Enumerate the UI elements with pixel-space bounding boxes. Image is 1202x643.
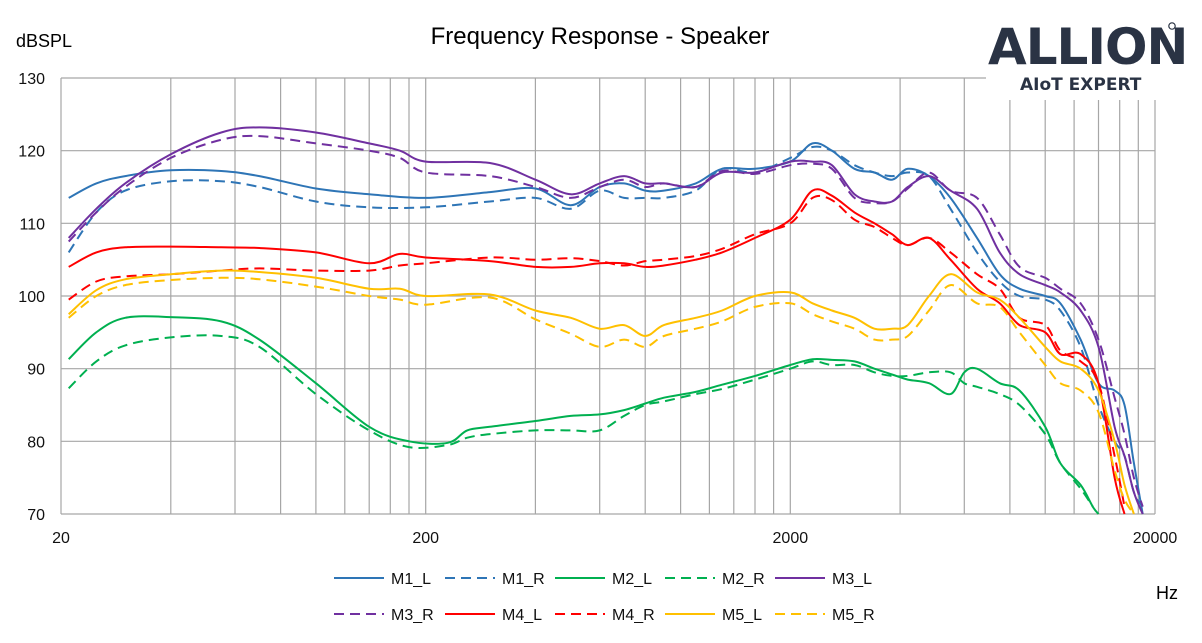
series-line-m2-r xyxy=(68,334,1094,508)
series-line-m4-l xyxy=(68,188,1126,515)
logo-tagline: AIoT EXPERT xyxy=(1020,75,1142,95)
legend-label-m1-r: M1_R xyxy=(502,571,545,588)
x-tick-label: 20 xyxy=(52,530,70,547)
x-tick-labels: 20 200 2000 20000 xyxy=(52,530,1177,547)
plot-series xyxy=(67,126,1144,515)
legend-label-m4-r: M4_R xyxy=(612,607,655,624)
y-tick-label: 90 xyxy=(27,362,45,379)
y-tick-label: 100 xyxy=(18,289,45,306)
series-line-m5-r xyxy=(68,276,1135,515)
x-tick-label: 2000 xyxy=(773,530,809,547)
logo-background xyxy=(986,8,1192,100)
series-line-m1-r xyxy=(67,145,1144,508)
y-tick-label: 120 xyxy=(18,144,45,161)
logo-wordmark: ALLION xyxy=(988,18,1187,76)
x-axis-label: Hz xyxy=(1156,583,1178,603)
series-line-m5-l xyxy=(68,269,1135,515)
y-axis-label: dBSPL xyxy=(16,31,72,51)
y-tick-label: 70 xyxy=(27,507,45,524)
legend-label-m3-l: M3_L xyxy=(832,571,872,588)
chart-title: Frequency Response - Speaker xyxy=(431,23,770,50)
y-tick-labels: 70 80 90 100 110 120 130 xyxy=(18,71,45,524)
legend-label-m4-l: M4_L xyxy=(502,607,542,624)
legend-label-m1-l: M1_L xyxy=(391,571,431,588)
legend-label-m2-r: M2_R xyxy=(722,571,765,588)
y-tick-label: 80 xyxy=(27,434,45,451)
y-tick-label: 110 xyxy=(19,216,45,233)
series-line-m3-r xyxy=(67,134,1144,507)
legend-label-m3-r: M3_R xyxy=(391,607,434,624)
registered-mark-icon xyxy=(1168,22,1176,30)
legend-label-m5-l: M5_L xyxy=(722,607,762,624)
legend-label-m5-r: M5_R xyxy=(832,607,875,624)
logo: ALLION AIoT EXPERT xyxy=(986,8,1192,100)
series-line-m3-l xyxy=(67,126,1144,515)
legend-label-m2-l: M2_L xyxy=(612,571,652,588)
legend: M1_L M1_R M2_L M2_R M3_L M3_R M4_L M4_R M5_L M5_R xyxy=(334,571,875,624)
series-line-m2-l xyxy=(67,315,1100,515)
x-tick-label: 200 xyxy=(412,530,439,547)
y-tick-label: 130 xyxy=(18,71,45,88)
x-tick-label: 20000 xyxy=(1133,530,1178,547)
